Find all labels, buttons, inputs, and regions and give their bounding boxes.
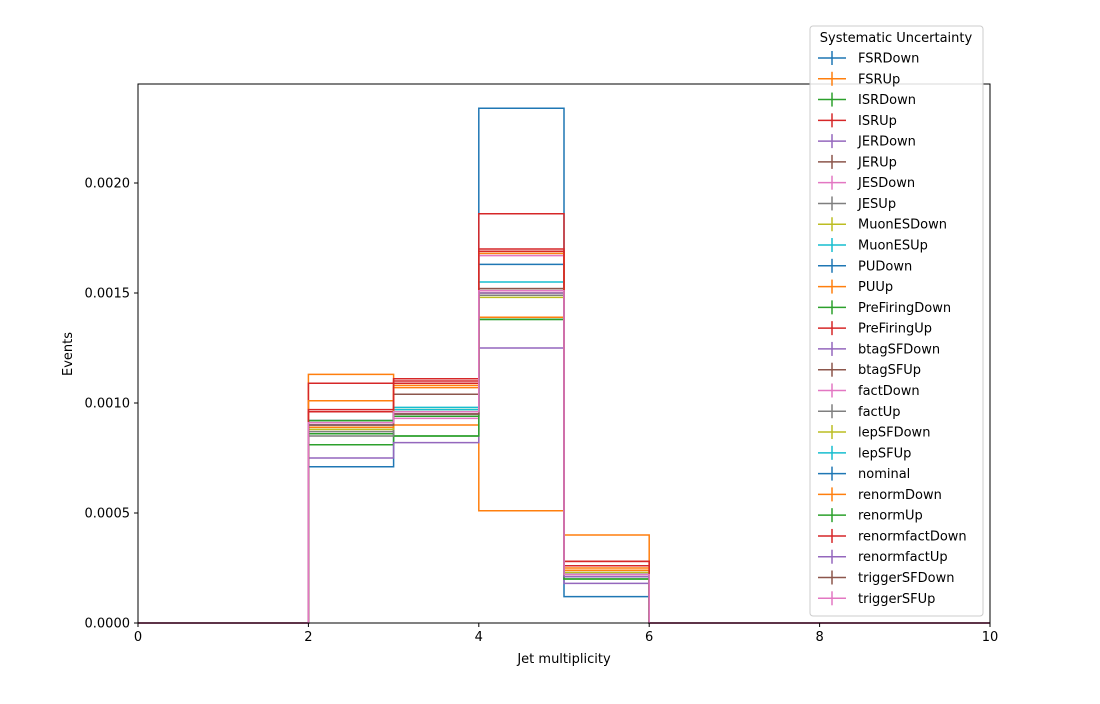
legend: Systematic Uncertainty FSRDown FSRUp ISRDo… — [809, 25, 984, 617]
legend-label: btagSFDown — [858, 342, 940, 357]
legend-item-isrdown: ISRDown — [818, 92, 916, 108]
legend-label: MuonESDown — [858, 218, 947, 233]
legend-item-lepsfup: lepSFUp — [818, 445, 911, 461]
legend-item-isrup: ISRUp — [818, 113, 897, 129]
legend-item-btagsfup: btagSFUp — [818, 362, 921, 378]
legend-item-puup: PUUp — [818, 279, 893, 295]
legend-item-pudown: PUDown — [818, 258, 912, 274]
legend-label: renormfactUp — [858, 550, 948, 565]
legend-label: renormUp — [858, 509, 923, 524]
legend-label: btagSFUp — [858, 363, 921, 378]
legend-label: factDown — [858, 384, 920, 399]
legend-label: nominal — [858, 467, 910, 482]
legend-item-prefiringdown: PreFiringDown — [818, 300, 951, 316]
legend-item-prefiringup: PreFiringUp — [818, 321, 932, 337]
x-axis-label: Jet multiplicity — [516, 652, 611, 667]
legend-label: JESUp — [857, 197, 896, 212]
legend-title: Systematic Uncertainty — [820, 31, 973, 46]
y-tick-label: 0.0015 — [85, 287, 131, 302]
y-axis-label: Events — [61, 332, 76, 376]
y-tick-label: 0.0000 — [85, 617, 131, 632]
legend-item-fsrdown: FSRDown — [818, 51, 919, 67]
legend-item-factdown: factDown — [818, 383, 920, 399]
legend-item-triggersfdown: triggerSFDown — [818, 570, 954, 586]
legend-item-fsrup: FSRUp — [818, 71, 900, 87]
legend-label: ISRUp — [858, 114, 897, 129]
legend-label: triggerSFDown — [858, 571, 954, 586]
x-tick-label: 2 — [304, 630, 312, 645]
legend-item-jerdown: JERDown — [818, 134, 916, 150]
x-tick-label: 10 — [982, 630, 999, 645]
legend-item-triggersfup: triggerSFUp — [818, 591, 935, 607]
legend-frame — [809, 25, 984, 617]
legend-label: PreFiringDown — [858, 301, 951, 316]
legend-label: renormfactDown — [858, 529, 967, 544]
plot-frame — [137, 83, 991, 624]
legend-item-renormfactup: renormfactUp — [818, 549, 948, 565]
legend-item-lepsfdown: lepSFDown — [818, 425, 930, 441]
legend-item-renormdown: renormDown — [818, 487, 942, 503]
legend-item-muonesdown: MuonESDown — [818, 217, 947, 233]
legend-label: triggerSFUp — [858, 592, 935, 607]
x-axis-ticks: 0 2 4 6 8 10 — [134, 623, 998, 645]
legend-entries: FSRDown FSRUp ISRDown ISRUp JERDown JERUp JESD… — [818, 51, 967, 607]
legend-label: JERDown — [857, 135, 916, 150]
y-tick-label: 0.0020 — [85, 177, 131, 192]
x-tick-label: 6 — [645, 630, 653, 645]
legend-item-jesdown: JESDown — [818, 175, 915, 191]
legend-item-nominal: nominal — [818, 466, 910, 482]
legend-label: renormDown — [858, 488, 942, 503]
legend-item-renormup: renormUp — [818, 508, 923, 524]
y-axis-ticks: 0.0000 0.0005 0.0010 0.0015 0.0020 — [85, 177, 138, 632]
y-tick-label: 0.0005 — [85, 507, 131, 522]
legend-item-muonesup: MuonESUp — [818, 238, 928, 254]
legend-label: PreFiringUp — [858, 322, 932, 337]
legend-label: FSRUp — [858, 72, 900, 87]
legend-label: MuonESUp — [858, 239, 928, 254]
legend-label: JESDown — [857, 176, 915, 191]
y-tick-label: 0.0010 — [85, 397, 131, 412]
legend-label: ISRDown — [858, 93, 916, 108]
legend-item-btagsfdown: btagSFDown — [818, 341, 940, 357]
legend-label: lepSFDown — [858, 426, 930, 441]
legend-item-factup: factUp — [818, 404, 901, 420]
x-tick-label: 0 — [134, 630, 142, 645]
legend-label: PUUp — [858, 280, 893, 295]
x-tick-label: 4 — [475, 630, 483, 645]
legend-item-jerup: JERUp — [818, 154, 897, 170]
legend-item-renormfactdown: renormfactDown — [818, 528, 967, 544]
x-tick-label: 8 — [815, 630, 823, 645]
legend-label: FSRDown — [858, 52, 919, 67]
legend-label: factUp — [858, 405, 901, 420]
legend-label: JERUp — [857, 155, 897, 170]
legend-item-jesup: JESUp — [818, 196, 896, 212]
legend-label: PUDown — [858, 259, 912, 274]
legend-label: lepSFUp — [858, 446, 911, 461]
